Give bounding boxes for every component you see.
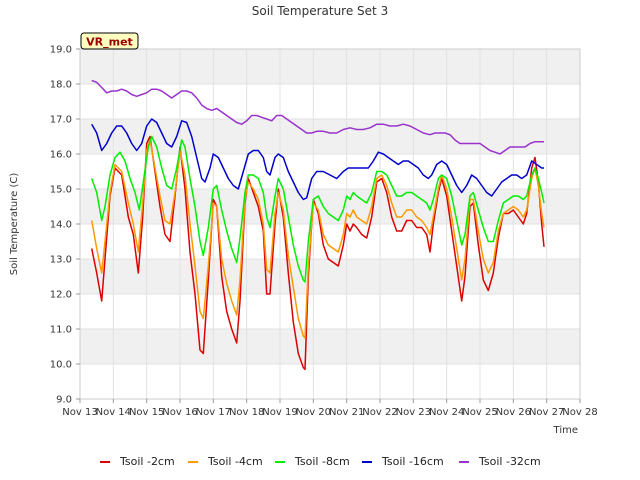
x-tick-label: Nov 15	[129, 407, 164, 418]
x-tick-label: Nov 23	[396, 407, 431, 418]
y-axis-ticks: 9.0 10.0 11.0 12.0 13.0 14.0 15.0 16.0 17.0 18.0 1…	[50, 45, 80, 406]
y-tick-label: 10.0	[50, 360, 72, 371]
legend: Tsoil -2cm Tsoil -4cm Tsoil -8cm Tsoil -16c…	[100, 455, 541, 468]
x-tick-label: Nov 17	[196, 407, 231, 418]
x-tick-label: Nov 14	[96, 407, 131, 418]
y-tick-label: 17.0	[50, 115, 72, 126]
x-tick-label: Nov 24	[429, 407, 464, 418]
legend-label-4: Tsoil -16cm	[381, 455, 444, 468]
x-tick-label: Nov 22	[362, 407, 397, 418]
grid-band	[80, 259, 580, 294]
site-label-text: VR_met	[86, 36, 133, 49]
grid-band	[80, 49, 580, 84]
series-line-1	[90, 135, 545, 371]
legend-label-2: Tsoil -4cm	[207, 455, 263, 468]
grid-band	[80, 189, 580, 224]
y-tick-label: 9.0	[56, 395, 72, 406]
chart-title: Soil Temperature Set 3	[252, 4, 388, 18]
y-tick-label: 19.0	[50, 45, 72, 56]
series-line-5	[91, 79, 544, 155]
x-tick-label: Nov 27	[529, 407, 564, 418]
y-tick-label: 11.0	[50, 325, 72, 336]
x-tick-label: Nov 19	[262, 407, 297, 418]
y-tick-label: 12.0	[50, 290, 72, 301]
site-label-badge: VR_met	[80, 32, 139, 50]
grid-band	[80, 119, 580, 154]
series-line-2	[90, 139, 545, 339]
x-tick-label: Nov 25	[462, 407, 497, 418]
legend-label-3: Tsoil -8cm	[294, 455, 350, 468]
series-line-4	[91, 118, 544, 201]
y-tick-label: 13.0	[50, 255, 72, 266]
y-tick-label: 18.0	[50, 80, 72, 91]
y-tick-label: 16.0	[50, 150, 72, 161]
x-tick-label: Nov 21	[329, 407, 364, 418]
y-axis-title: Soil Temperature (C)	[9, 173, 20, 276]
y-tick-label: 14.0	[50, 220, 72, 231]
x-tick-label: Nov 16	[162, 407, 197, 418]
legend-label-5: Tsoil -32cm	[478, 455, 541, 468]
series-lines	[90, 79, 545, 371]
x-tick-label: Nov 28	[562, 407, 597, 418]
series-line-3	[90, 135, 545, 283]
x-tick-label: Nov 26	[496, 407, 531, 418]
site-label-box	[80, 32, 139, 50]
x-tick-label: Nov 20	[296, 407, 331, 418]
y-tick-label: 15.0	[50, 185, 72, 196]
grid-band	[80, 329, 580, 364]
x-tick-label: Nov 13	[62, 407, 97, 418]
legend-label-1: Tsoil -2cm	[119, 455, 175, 468]
x-axis-title: Time	[553, 425, 578, 436]
x-tick-label: Nov 18	[229, 407, 264, 418]
